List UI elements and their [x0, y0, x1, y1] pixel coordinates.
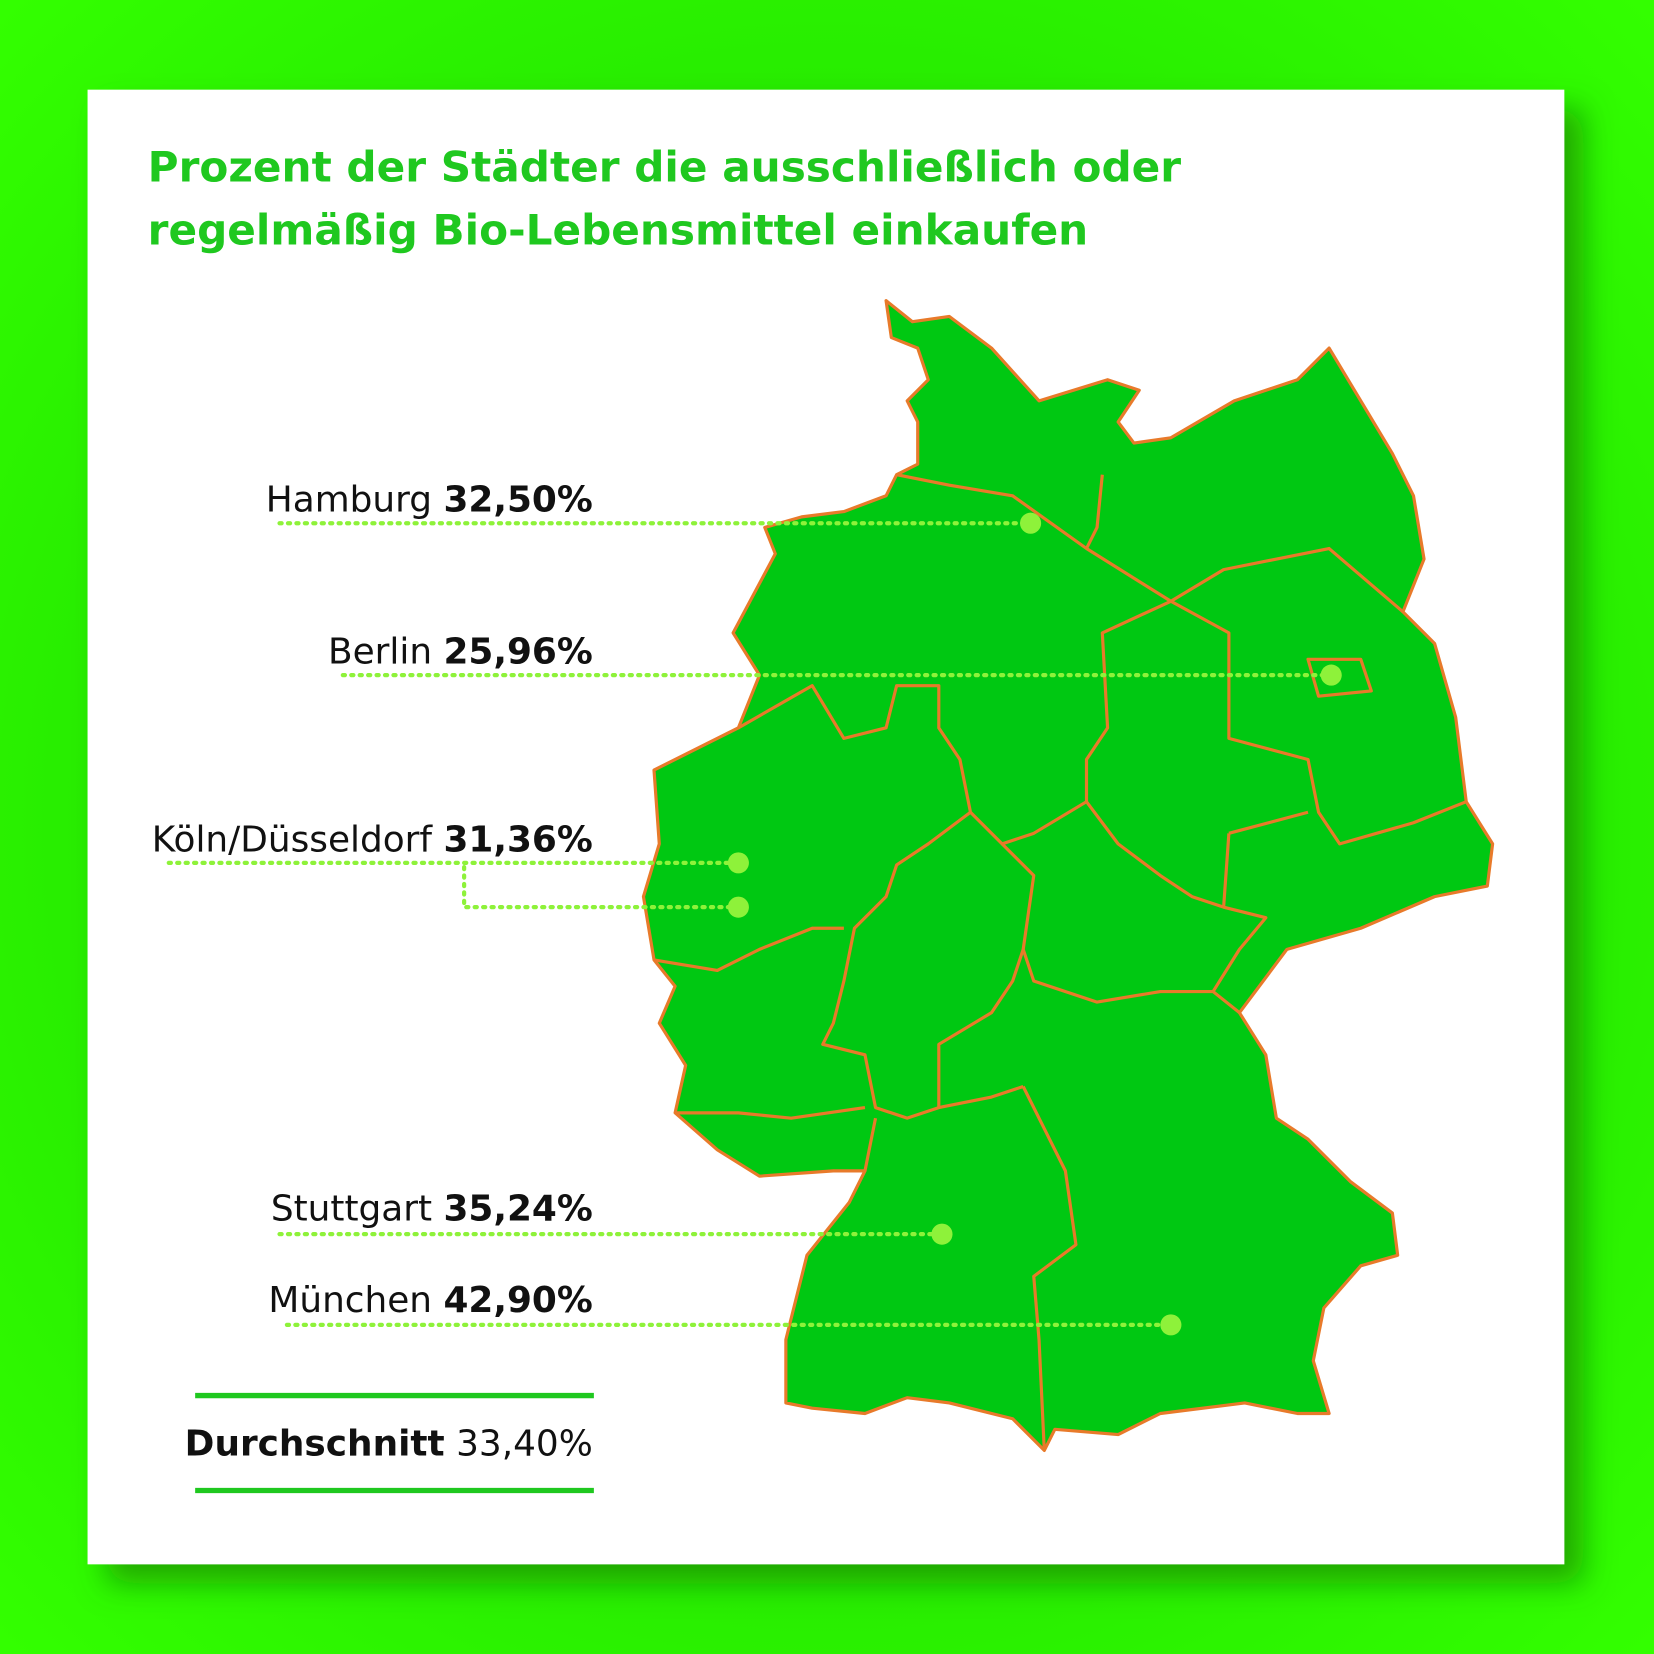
- city-dot: [931, 1223, 953, 1245]
- city-value: 25,96%: [443, 631, 592, 672]
- leader-line: [462, 864, 741, 910]
- state-border: [937, 948, 1025, 1108]
- germany-map: [641, 299, 1495, 1452]
- state-border: [896, 473, 1404, 614]
- city-dot: [1320, 664, 1342, 686]
- city-dot: [727, 852, 749, 874]
- state-border: [1222, 810, 1309, 908]
- city-name: Köln/Düsseldorf: [152, 819, 434, 860]
- germany-outline: [641, 299, 1495, 1452]
- state-border: [1306, 657, 1373, 698]
- city-value: 32,50%: [443, 480, 592, 521]
- state-border: [1085, 474, 1104, 550]
- city-value: 42,90%: [443, 1280, 592, 1321]
- city-label: Köln/Düsseldorf 31,36%: [152, 819, 593, 860]
- city-label: Stuttgart 35,24%: [271, 1188, 593, 1229]
- state-border: [821, 810, 1024, 1120]
- leader-lines: [166, 521, 1334, 1327]
- state-border: [653, 926, 844, 973]
- city-name: Stuttgart: [271, 1188, 432, 1229]
- state-border: [1170, 599, 1467, 846]
- city-dot: [727, 896, 749, 918]
- title-line: regelmäßig Bio-Lebensmittel einkaufen: [148, 206, 1089, 255]
- title-line: Prozent der Städter die ausschließlich o…: [148, 142, 1182, 191]
- state-border: [1021, 1085, 1078, 1451]
- city-name: Berlin: [328, 631, 432, 672]
- city-markers: [727, 512, 1342, 1336]
- city-value: 35,24%: [443, 1188, 592, 1229]
- state-border: [675, 1106, 866, 1120]
- state-border: [1084, 599, 1268, 993]
- state-border: [1000, 842, 1241, 1014]
- city-name: Hamburg: [266, 480, 432, 521]
- average-name: Durchschnitt: [185, 1424, 445, 1465]
- city-label: Berlin 25,96%: [328, 631, 593, 672]
- city-label: München 42,90%: [268, 1280, 592, 1321]
- city-value: 31,36%: [443, 819, 592, 860]
- city-label: Hamburg 32,50%: [266, 480, 593, 521]
- average-label: Durchschnitt 33,40%: [185, 1424, 593, 1465]
- city-name: München: [268, 1280, 432, 1321]
- average-value: 33,40%: [456, 1424, 593, 1465]
- state-border: [863, 1117, 878, 1172]
- city-dot: [1160, 1314, 1182, 1336]
- city-dot: [1020, 512, 1042, 534]
- state-border: [737, 684, 1088, 846]
